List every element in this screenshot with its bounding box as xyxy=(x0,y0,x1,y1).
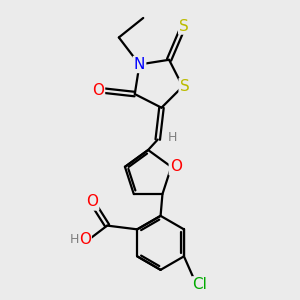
Text: Cl: Cl xyxy=(192,277,207,292)
Text: S: S xyxy=(180,79,189,94)
Text: O: O xyxy=(170,159,182,174)
Text: H: H xyxy=(167,131,177,144)
Text: O: O xyxy=(86,194,98,209)
Text: H: H xyxy=(70,232,79,246)
Text: O: O xyxy=(92,83,104,98)
Text: N: N xyxy=(134,57,145,72)
Text: S: S xyxy=(179,19,189,34)
Text: O: O xyxy=(79,232,91,247)
